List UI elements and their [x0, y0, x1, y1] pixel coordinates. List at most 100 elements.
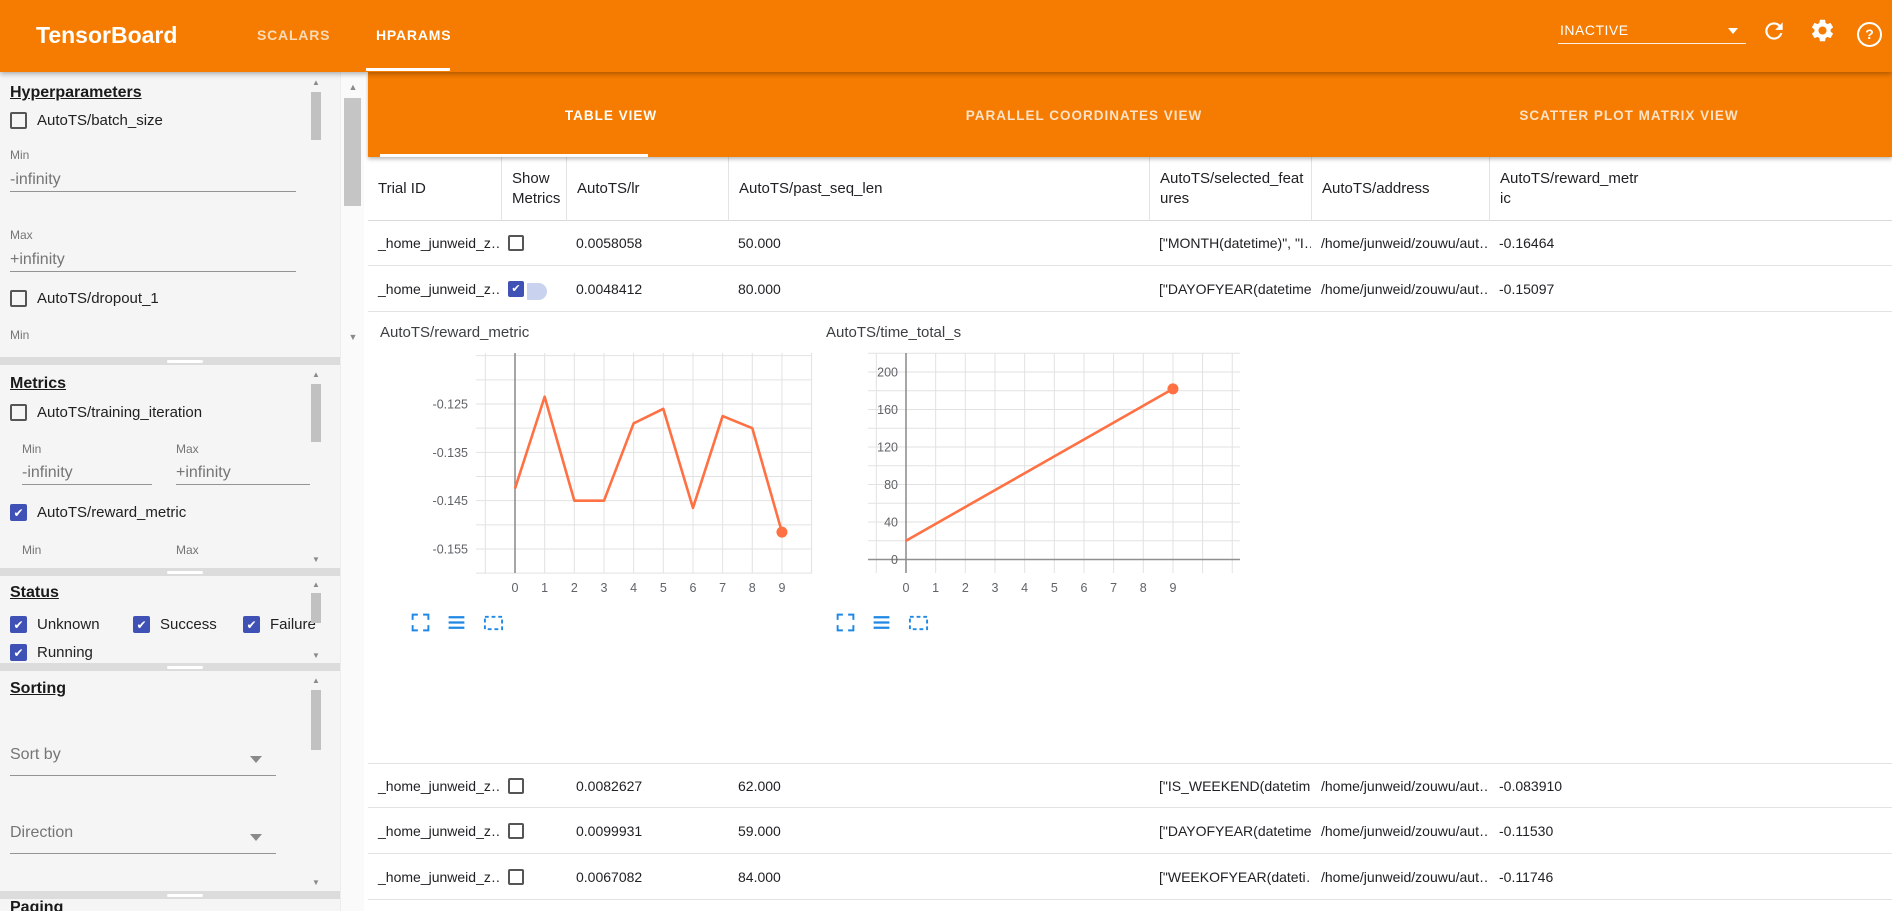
help-glyph: ?: [1865, 26, 1874, 42]
expand-chart-icon[interactable]: [835, 612, 856, 633]
checkbox-label: AutoTS/training_iteration: [37, 404, 203, 421]
checkbox-label: Unknown: [37, 616, 100, 633]
checkbox-label: Failure: [270, 616, 316, 633]
chart-controls: [835, 612, 930, 633]
refresh-icon[interactable]: [1761, 18, 1789, 46]
svg-text:3: 3: [601, 581, 608, 595]
max-input[interactable]: [176, 461, 310, 485]
scroll-thumb[interactable]: [344, 98, 361, 206]
svg-text:2: 2: [962, 581, 969, 595]
tab-hparams[interactable]: HPARAMS: [376, 27, 452, 43]
cell-selected-features: ["WEEKOFYEAR(dateti…: [1159, 869, 1311, 885]
cell-past-seq-len: 50.000: [738, 235, 781, 251]
cell-show-metrics: [501, 221, 566, 266]
show-metrics-checkbox[interactable]: [508, 869, 524, 885]
min-input[interactable]: [10, 168, 296, 192]
svg-text:7: 7: [1110, 581, 1117, 595]
svg-text:-0.125: -0.125: [433, 398, 468, 412]
svg-text:0: 0: [512, 581, 519, 595]
min-label: Min: [10, 148, 30, 162]
tab-scatter-plot-matrix-view[interactable]: SCATTER PLOT MATRIX VIEW: [1519, 108, 1739, 123]
chevron-down-icon: [250, 834, 262, 841]
section-title: Paging: [10, 899, 64, 911]
scroll-down-arrow[interactable]: ▼: [348, 332, 358, 342]
help-icon[interactable]: ?: [1857, 22, 1882, 47]
section-resize-divider[interactable]: [0, 568, 340, 576]
checkbox-training-iteration[interactable]: [10, 404, 27, 421]
max-label: Max: [176, 442, 199, 456]
section-scrollbar[interactable]: ▲: [310, 72, 322, 357]
section-title: Metrics: [10, 375, 67, 392]
svg-text:0: 0: [891, 553, 898, 567]
checkbox-status-unknown[interactable]: [10, 616, 27, 633]
table-row: _home_junweid_z… 0.0058058 50.000 ["MONT…: [368, 221, 1892, 266]
checkbox-reward-metric[interactable]: [10, 504, 27, 521]
cell-address: /home/junweid/zouwu/aut…: [1321, 823, 1489, 839]
sidebar-scrollbar[interactable]: ▲ ▼: [340, 72, 364, 911]
cell-past-seq-len: 62.000: [738, 778, 781, 794]
section-sorting: Sorting Sort by Direction ▲ ▼: [0, 671, 340, 891]
cell-trial-id: _home_junweid_z…: [378, 869, 501, 885]
section-scrollbar[interactable]: ▲ ▼: [311, 676, 321, 887]
checkbox-status-running[interactable]: [10, 644, 27, 661]
sort-by-placeholder: Sort by: [10, 746, 61, 763]
svg-text:2: 2: [571, 581, 578, 595]
show-metrics-checkbox[interactable]: [508, 281, 547, 300]
cell-show-metrics: [501, 809, 566, 854]
max-input[interactable]: [10, 248, 296, 272]
drag-select-icon[interactable]: [907, 612, 930, 633]
cell-reward-metric: -0.11746: [1499, 869, 1554, 885]
svg-text:40: 40: [884, 516, 898, 530]
active-view-indicator: [380, 154, 648, 157]
table-row: _home_junweid_z… 0.0048412 80.000 ["DAYO…: [368, 267, 1892, 312]
data-rows-icon[interactable]: [871, 612, 892, 633]
cell-reward-metric: -0.16464: [1499, 235, 1555, 251]
svg-text:-0.155: -0.155: [433, 543, 468, 557]
reward-metric-line-chart: -0.125 -0.135 -0.145 -0.155 0 1 2 3 4 5 6 7 8 9: [433, 353, 813, 595]
tab-table-view[interactable]: TABLE VIEW: [564, 108, 658, 123]
section-scrollbar[interactable]: ▲ ▼: [311, 370, 321, 564]
expand-chart-icon[interactable]: [410, 612, 431, 633]
run-status-dropdown[interactable]: INACTIVE: [1558, 18, 1746, 44]
show-metrics-checkbox[interactable]: [508, 235, 524, 251]
section-resize-divider[interactable]: [0, 891, 340, 899]
show-metrics-checkbox[interactable]: [508, 778, 524, 794]
checkbox-dropout[interactable]: [10, 290, 27, 307]
section-scrollbar[interactable]: ▲ ▼: [311, 580, 321, 660]
tab-scalars[interactable]: SCALARS: [257, 27, 331, 43]
col-address: AutoTS/address: [1311, 157, 1489, 221]
svg-text:160: 160: [877, 403, 898, 417]
cell-address: /home/junweid/zouwu/aut…: [1321, 281, 1489, 297]
data-rows-icon[interactable]: [446, 612, 467, 633]
checkbox-label: AutoTS/batch_size: [37, 112, 163, 129]
drag-select-icon[interactable]: [482, 612, 505, 633]
min-label: Min: [22, 442, 42, 456]
svg-text:1: 1: [541, 581, 548, 595]
cell-show-metrics: [501, 855, 566, 900]
checkbox-batch-size[interactable]: [10, 112, 27, 129]
sort-by-select[interactable]: Sort by: [10, 746, 276, 776]
checkbox-status-failure[interactable]: [243, 616, 260, 633]
svg-text:4: 4: [630, 581, 637, 595]
section-resize-divider[interactable]: [0, 357, 340, 365]
min-input[interactable]: [22, 461, 152, 485]
scroll-up-arrow[interactable]: ▲: [348, 82, 358, 92]
chart-title-time-total: AutoTS/time_total_s: [826, 324, 962, 341]
gear-icon[interactable]: [1809, 17, 1837, 45]
time-total-line-chart: 200 160 120 80 40 00 1 2 3 4 5 6 7 8 9: [868, 352, 1240, 595]
svg-text:5: 5: [1051, 581, 1058, 595]
col-lr: AutoTS/lr: [566, 157, 728, 221]
checkbox-label: AutoTS/reward_metric: [37, 504, 187, 521]
svg-text:120: 120: [877, 441, 898, 455]
direction-select[interactable]: Direction: [10, 824, 276, 854]
cell-reward-metric: -0.083910: [1499, 778, 1563, 794]
tab-parallel-coordinates-view[interactable]: PARALLEL COORDINATES VIEW: [965, 108, 1203, 123]
section-resize-divider[interactable]: [0, 663, 340, 671]
checkbox-status-success[interactable]: [133, 616, 150, 633]
cell-trial-id: _home_junweid_z…: [378, 235, 501, 251]
svg-text:8: 8: [1140, 581, 1147, 595]
min-label: Min: [22, 543, 42, 557]
show-metrics-checkbox[interactable]: [508, 823, 524, 839]
app-title: TensorBoard: [36, 22, 178, 48]
cell-past-seq-len: 84.000: [738, 869, 781, 885]
